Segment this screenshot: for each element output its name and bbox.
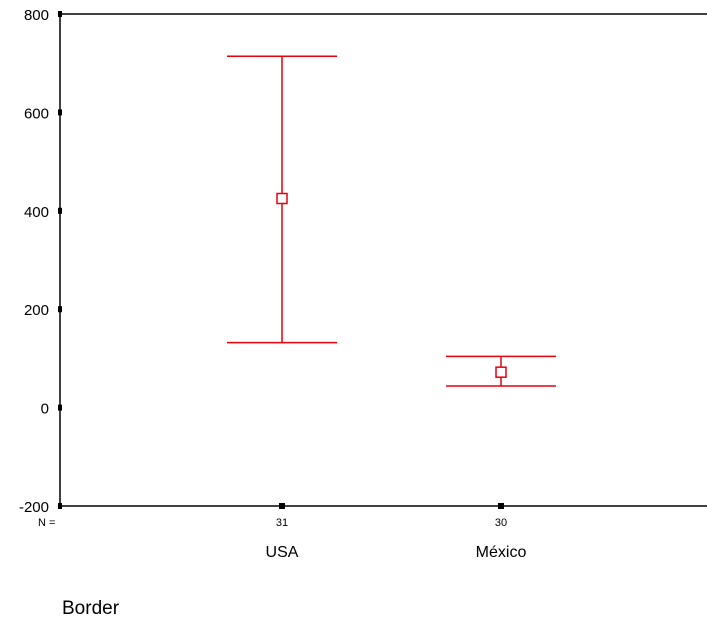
x-ticks: 31 USA 30 México — [266, 503, 527, 561]
y-tick-mark — [58, 503, 62, 509]
x-axis-label: Border — [62, 598, 120, 618]
y-tick-mark — [58, 11, 62, 17]
plot-frame — [59, 13, 707, 507]
y-tick-mark — [58, 306, 62, 313]
y-tick-mark — [58, 207, 62, 214]
y-tick-label: 400 — [24, 204, 49, 221]
n-label: N = — [38, 517, 55, 529]
mean-marker — [276, 192, 288, 205]
category-label: USA — [266, 544, 299, 561]
y-ticks: -200 0 200 400 600 800 — [19, 7, 62, 516]
n-count-label: 31 — [276, 517, 288, 529]
y-tick-mark — [58, 404, 62, 411]
y-tick-label: 800 — [24, 7, 49, 24]
y-tick-label: 600 — [24, 105, 49, 122]
x-tick-mark — [279, 503, 285, 509]
error-bars — [227, 55, 556, 387]
x-tick-mark — [498, 503, 504, 509]
category-label: México — [476, 544, 527, 561]
mean-marker — [495, 366, 507, 378]
n-count-label: 30 — [495, 517, 507, 529]
y-tick-label: 0 — [41, 401, 49, 418]
y-tick-label: -200 — [19, 499, 49, 516]
y-tick-mark — [58, 109, 62, 116]
y-tick-label: 200 — [24, 302, 49, 319]
